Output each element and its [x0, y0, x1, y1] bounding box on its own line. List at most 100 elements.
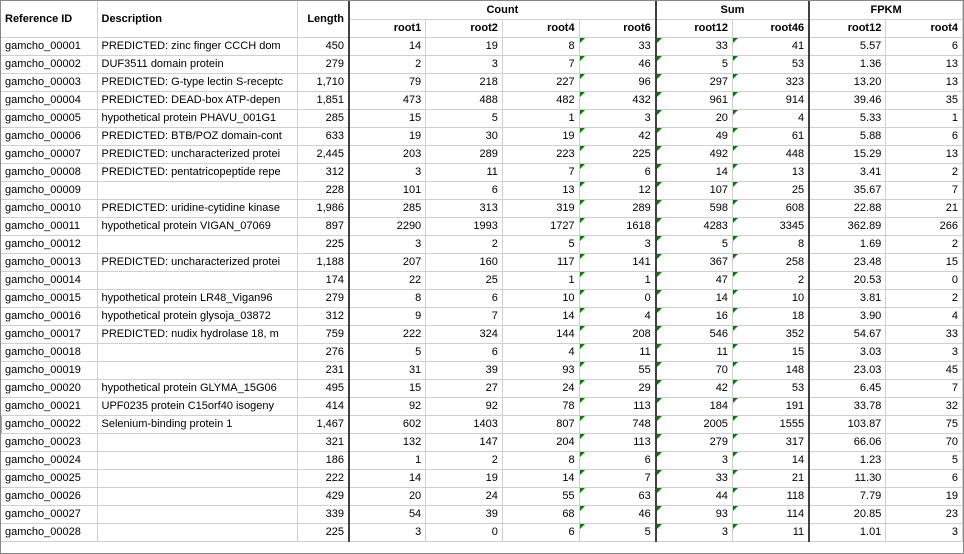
cell-description[interactable]: DUF3511 domain protein [97, 55, 297, 73]
cell-fpkm-root12[interactable]: 362.89 [809, 217, 886, 235]
cell-root2[interactable]: 3 [426, 55, 503, 73]
cell-fpkm-root4[interactable]: 5 [886, 451, 963, 469]
cell-reference-id[interactable]: gamcho_00013 [1, 253, 97, 271]
cell-root1[interactable]: 2 [349, 55, 426, 73]
cell-fpkm-root12[interactable]: 3.81 [809, 289, 886, 307]
cell-sum-root46[interactable]: 258 [732, 253, 809, 271]
cell-fpkm-root12[interactable]: 23.03 [809, 361, 886, 379]
table-row[interactable]: gamcho_00015hypothetical protein LR48_Vi… [1, 289, 963, 307]
group-header-sum[interactable]: Sum [656, 1, 809, 19]
table-row[interactable]: gamcho_00019231313993557014823.0345 [1, 361, 963, 379]
cell-reference-id[interactable]: gamcho_00006 [1, 127, 97, 145]
cell-description[interactable] [97, 181, 297, 199]
cell-root1[interactable]: 15 [349, 109, 426, 127]
cell-root4[interactable]: 227 [502, 73, 579, 91]
cell-sum-root12[interactable]: 70 [656, 361, 733, 379]
cell-fpkm-root12[interactable]: 13.20 [809, 73, 886, 91]
cell-fpkm-root4[interactable]: 4 [886, 307, 963, 325]
cell-reference-id[interactable]: gamcho_00021 [1, 397, 97, 415]
cell-fpkm-root4[interactable]: 19 [886, 487, 963, 505]
cell-sum-root46[interactable]: 25 [732, 181, 809, 199]
table-row[interactable]: gamcho_00011hypothetical protein VIGAN_0… [1, 217, 963, 235]
cell-sum-root12[interactable]: 492 [656, 145, 733, 163]
cell-length[interactable]: 339 [297, 505, 349, 523]
table-row[interactable]: gamcho_00009228101613121072535.677 [1, 181, 963, 199]
cell-fpkm-root4[interactable]: 23 [886, 505, 963, 523]
cell-description[interactable]: hypothetical protein GLYMA_15G06 [97, 379, 297, 397]
cell-root1[interactable]: 9 [349, 307, 426, 325]
table-row[interactable]: gamcho_00022Selenium-binding protein 11,… [1, 415, 963, 433]
cell-sum-root12[interactable]: 44 [656, 487, 733, 505]
cell-sum-root12[interactable]: 42 [656, 379, 733, 397]
cell-fpkm-root4[interactable]: 6 [886, 127, 963, 145]
cell-root1[interactable]: 203 [349, 145, 426, 163]
cell-fpkm-root4[interactable]: 266 [886, 217, 963, 235]
cell-fpkm-root4[interactable]: 1 [886, 109, 963, 127]
table-row[interactable]: gamcho_00003PREDICTED: G-type lectin S-r… [1, 73, 963, 91]
cell-root2[interactable]: 160 [426, 253, 503, 271]
cell-fpkm-root12[interactable]: 1.36 [809, 55, 886, 73]
col-header-fpkm-root12[interactable]: root12 [809, 19, 886, 37]
cell-fpkm-root4[interactable]: 7 [886, 379, 963, 397]
cell-root4[interactable]: 6 [502, 523, 579, 541]
cell-fpkm-root12[interactable]: 3.03 [809, 343, 886, 361]
cell-reference-id[interactable]: gamcho_00018 [1, 343, 97, 361]
cell-sum-root46[interactable]: 323 [732, 73, 809, 91]
cell-fpkm-root4[interactable]: 2 [886, 235, 963, 253]
cell-root4[interactable]: 14 [502, 307, 579, 325]
cell-root6[interactable]: 12 [579, 181, 656, 199]
cell-fpkm-root12[interactable]: 1.01 [809, 523, 886, 541]
cell-length[interactable]: 222 [297, 469, 349, 487]
cell-root6[interactable]: 42 [579, 127, 656, 145]
cell-root2[interactable]: 218 [426, 73, 503, 91]
cell-reference-id[interactable]: gamcho_00008 [1, 163, 97, 181]
cell-fpkm-root4[interactable]: 35 [886, 91, 963, 109]
table-row[interactable]: gamcho_0002822530653111.013 [1, 523, 963, 541]
cell-fpkm-root12[interactable]: 5.88 [809, 127, 886, 145]
cell-description[interactable]: PREDICTED: DEAD-box ATP-depen [97, 91, 297, 109]
cell-length[interactable]: 429 [297, 487, 349, 505]
cell-root1[interactable]: 14 [349, 37, 426, 55]
cell-length[interactable]: 225 [297, 235, 349, 253]
cell-root4[interactable]: 319 [502, 199, 579, 217]
cell-fpkm-root12[interactable]: 66.06 [809, 433, 886, 451]
cell-fpkm-root12[interactable]: 11.30 [809, 469, 886, 487]
cell-root2[interactable]: 92 [426, 397, 503, 415]
cell-sum-root12[interactable]: 33 [656, 469, 733, 487]
cell-reference-id[interactable]: gamcho_00019 [1, 361, 97, 379]
cell-root6[interactable]: 55 [579, 361, 656, 379]
cell-description[interactable] [97, 451, 297, 469]
table-row[interactable]: gamcho_00008PREDICTED: pentatricopeptide… [1, 163, 963, 181]
cell-root1[interactable]: 207 [349, 253, 426, 271]
cell-length[interactable]: 495 [297, 379, 349, 397]
cell-root1[interactable]: 22 [349, 271, 426, 289]
cell-root1[interactable]: 8 [349, 289, 426, 307]
cell-sum-root46[interactable]: 53 [732, 55, 809, 73]
cell-description[interactable] [97, 343, 297, 361]
cell-fpkm-root12[interactable]: 20.85 [809, 505, 886, 523]
cell-length[interactable]: 285 [297, 109, 349, 127]
cell-root1[interactable]: 2290 [349, 217, 426, 235]
cell-sum-root12[interactable]: 3 [656, 523, 733, 541]
cell-root1[interactable]: 20 [349, 487, 426, 505]
cell-fpkm-root4[interactable]: 13 [886, 145, 963, 163]
cell-sum-root46[interactable]: 13 [732, 163, 809, 181]
table-row[interactable]: gamcho_00010PREDICTED: uridine-cytidine … [1, 199, 963, 217]
table-row[interactable]: gamcho_00020hypothetical protein GLYMA_1… [1, 379, 963, 397]
cell-root2[interactable]: 289 [426, 145, 503, 163]
cell-root4[interactable]: 8 [502, 37, 579, 55]
cell-root2[interactable]: 7 [426, 307, 503, 325]
cell-root6[interactable]: 29 [579, 379, 656, 397]
table-row[interactable]: gamcho_00006PREDICTED: BTB/POZ domain-co… [1, 127, 963, 145]
cell-sum-root12[interactable]: 14 [656, 289, 733, 307]
cell-root6[interactable]: 46 [579, 505, 656, 523]
cell-root4[interactable]: 78 [502, 397, 579, 415]
cell-sum-root12[interactable]: 16 [656, 307, 733, 325]
cell-sum-root12[interactable]: 367 [656, 253, 733, 271]
col-header-root6[interactable]: root6 [579, 19, 656, 37]
cell-root1[interactable]: 3 [349, 523, 426, 541]
cell-description[interactable] [97, 235, 297, 253]
cell-fpkm-root12[interactable]: 3.41 [809, 163, 886, 181]
cell-length[interactable]: 897 [297, 217, 349, 235]
cell-root2[interactable]: 39 [426, 505, 503, 523]
